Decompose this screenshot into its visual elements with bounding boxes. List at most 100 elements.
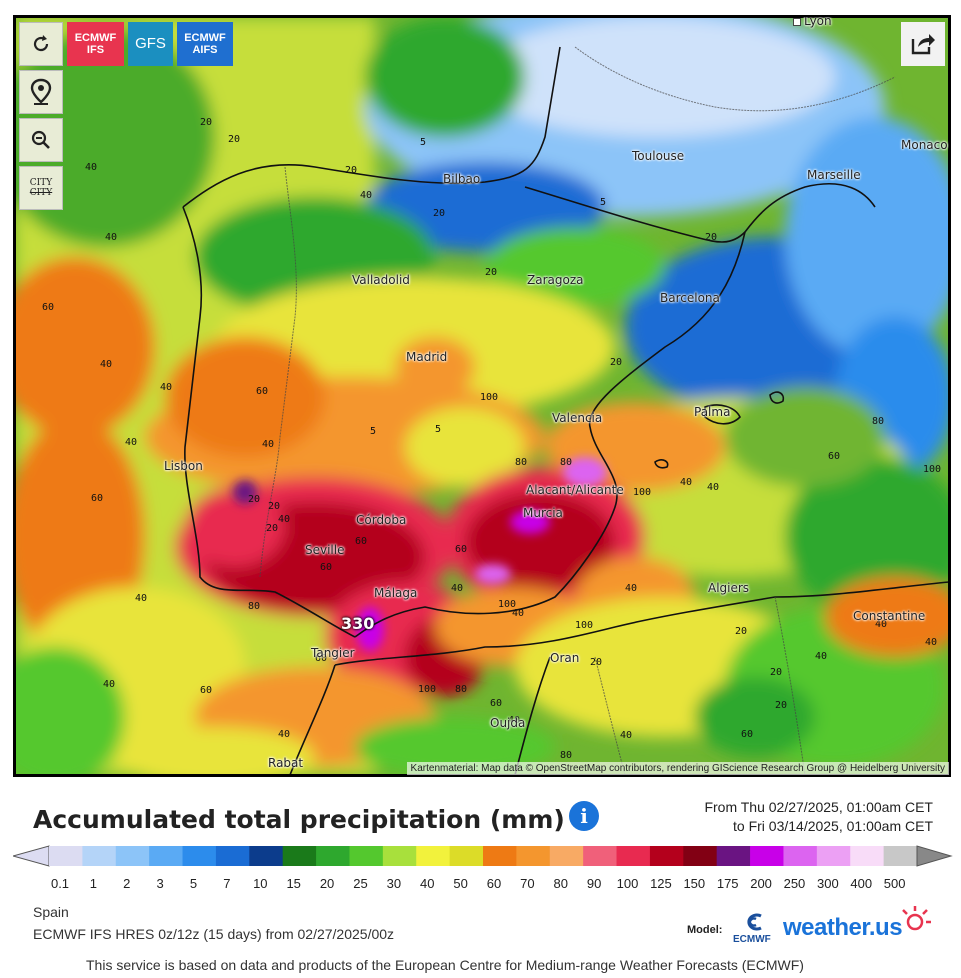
- legend-tick-label: 125: [650, 876, 672, 891]
- city-toulouse: Toulouse: [632, 149, 685, 163]
- map-attribution: Kartenmaterial: Map data © OpenStreetMap…: [406, 762, 949, 775]
- legend-tick-label: 15: [286, 876, 301, 891]
- contour-label: 80: [560, 457, 573, 468]
- refresh-button[interactable]: [19, 22, 63, 66]
- legend-swatch: [850, 846, 885, 866]
- model-gfs-button[interactable]: GFS: [128, 22, 173, 66]
- share-icon: [911, 34, 935, 55]
- footer-disclaimer: This service is based on data and produc…: [86, 957, 804, 973]
- contour-label: 20: [433, 208, 446, 219]
- ecmwf-logo-icon: [747, 913, 762, 931]
- contour-label: 60: [91, 493, 104, 504]
- contour-label: 40: [925, 637, 938, 648]
- contour-label: 20: [228, 134, 241, 145]
- contour-label: 40: [125, 437, 138, 448]
- period-from: From Thu 02/27/2025, 01:00am CET: [704, 799, 933, 815]
- legend-tick-label: 175: [716, 876, 739, 891]
- weather-us-logo[interactable]: Model: ECMWF weather.us: [687, 904, 937, 952]
- contour-label: 40: [451, 583, 464, 594]
- period-to: to Fri 03/14/2025, 01:00am CET: [733, 818, 933, 834]
- legend-swatch: [583, 846, 618, 866]
- contour-label: 20: [200, 117, 213, 128]
- refresh-icon: [33, 35, 49, 52]
- legend-tick-label: 100: [616, 876, 639, 891]
- contour-label: 20: [705, 232, 718, 243]
- contour-label: 5: [435, 424, 442, 435]
- info-button[interactable]: i: [569, 801, 599, 831]
- legend-swatch: [649, 846, 684, 866]
- contour-label: 40: [278, 514, 291, 525]
- contour-label: 40: [508, 715, 521, 726]
- contour-label: 20: [610, 357, 623, 368]
- legend-swatch: [282, 846, 317, 866]
- legend-swatch: [149, 846, 184, 866]
- contour-label: 40: [620, 730, 633, 741]
- contour-label: 40: [135, 593, 148, 604]
- contour-label: 60: [355, 536, 368, 547]
- legend-swatch: [182, 846, 217, 866]
- legend-swatch: [349, 846, 384, 866]
- contour-label: 100: [480, 392, 499, 403]
- city-marseille: Marseille: [807, 168, 861, 182]
- legend-tick-label: 10: [253, 876, 268, 891]
- legend-tick-label: 25: [353, 876, 368, 891]
- model-ecmwf-ifs-button[interactable]: ECMWF IFS: [67, 22, 124, 66]
- contour-label: 60: [455, 544, 468, 555]
- legend-swatch: [883, 846, 918, 866]
- legend-swatch: [716, 846, 751, 866]
- precipitation-map[interactable]: 20 20 40 5 20 40 20 20 40 5 20 20 60 40 40 40 60 40 5 5 60 40…: [13, 15, 951, 777]
- legend-arrow-right: [916, 845, 953, 867]
- city-bilbao: Bilbao: [443, 172, 481, 186]
- city-murcia: Murcia: [523, 506, 563, 520]
- legend-swatch: [516, 846, 551, 866]
- city-seville: Seville: [305, 543, 345, 557]
- contour-label: 100: [923, 464, 942, 475]
- legend-tick-label: 30: [386, 876, 402, 891]
- contour-label: 40: [512, 608, 525, 619]
- city-valencia: Valencia: [552, 411, 603, 425]
- contour-label: 20: [485, 267, 498, 278]
- legend-swatch: [449, 846, 484, 866]
- legend-tick-label: 200: [750, 876, 772, 891]
- contour-label: 80: [455, 684, 468, 695]
- city-constantine: Constantine: [853, 609, 926, 623]
- map-pin-icon: [30, 78, 52, 105]
- legend-swatch: [215, 846, 250, 866]
- legend-swatch: [816, 846, 851, 866]
- contour-label: 40: [160, 382, 173, 393]
- contour-label: 100: [575, 620, 594, 631]
- legend-tick-label: 60: [486, 876, 502, 891]
- legend-tick-label: 1: [89, 876, 97, 891]
- location-button[interactable]: [19, 70, 63, 114]
- contour-label: 60: [256, 386, 269, 397]
- max-value-label: 330: [341, 614, 375, 633]
- legend-tick-label: 3: [156, 876, 164, 891]
- contour-label: 60: [42, 302, 55, 313]
- zoom-out-button[interactable]: [19, 118, 63, 162]
- contour-label: 5: [370, 426, 377, 437]
- legend-swatch: [249, 846, 284, 866]
- contour-label: 40: [85, 162, 98, 173]
- contour-label: 60: [828, 451, 841, 462]
- legend-swatch: [82, 846, 117, 866]
- legend-tick-label: 40: [419, 876, 435, 891]
- city-alicante: Alacant/Alicante: [526, 483, 624, 497]
- contour-label: 40: [105, 232, 118, 243]
- legend-swatch: [316, 846, 350, 866]
- city-rabat: Rabat: [268, 756, 304, 770]
- city-madrid: Madrid: [406, 350, 448, 364]
- share-button[interactable]: [901, 22, 945, 66]
- contour-label: 40: [278, 729, 291, 740]
- contour-label: 100: [633, 487, 652, 498]
- legend-swatch: [549, 846, 584, 866]
- legend-tick-label: 7: [223, 876, 231, 891]
- contour-label: 40: [815, 651, 828, 662]
- contour-label: 60: [320, 562, 333, 573]
- city-tangier: Tangier: [311, 646, 355, 660]
- city-palma: Palma: [694, 405, 731, 419]
- precipitation-field: [15, 17, 949, 775]
- model-ecmwf-aifs-button[interactable]: ECMWF AIFS: [177, 22, 233, 66]
- city-monaco: Monaco: [901, 138, 948, 152]
- city-labels-toggle[interactable]: CITY CITY: [19, 166, 63, 210]
- info-icon: i: [580, 804, 588, 828]
